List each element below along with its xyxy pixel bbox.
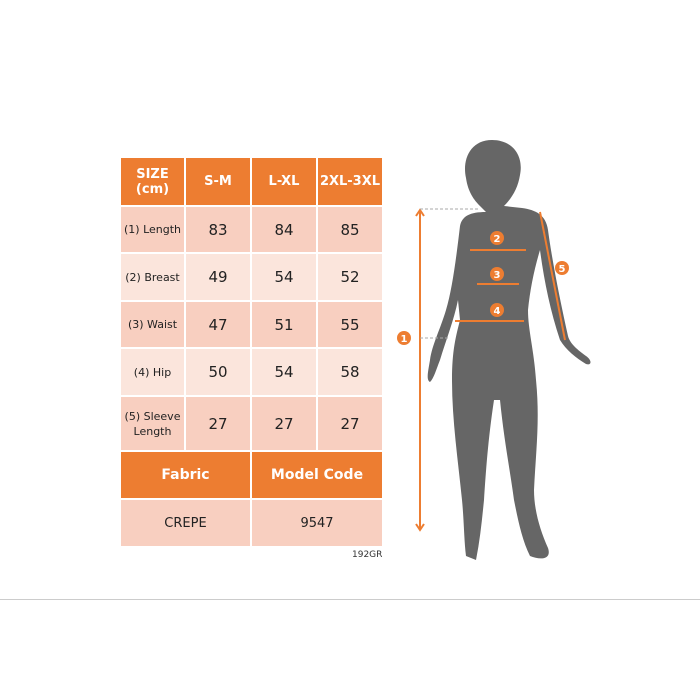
product-code: 192GR	[352, 550, 383, 560]
marker-5: 5	[559, 264, 566, 275]
table-row: (3) Waist 47 51 55	[119, 300, 384, 349]
fabric-row: CREPE 9547	[119, 498, 384, 548]
divider	[0, 599, 700, 600]
marker-3: 3	[494, 270, 501, 281]
marker-badges: 1 2 3 4 5	[397, 231, 569, 345]
cell: 52	[316, 252, 384, 302]
row-label: (1) Length	[119, 205, 186, 254]
cell: 58	[316, 347, 384, 397]
sleeve-arrow	[539, 211, 566, 341]
fabric-header: Fabric	[119, 450, 252, 500]
cell: 47	[184, 300, 252, 349]
cell: 54	[250, 252, 318, 302]
model-code-value: 9547	[250, 498, 384, 548]
cell: 54	[250, 347, 318, 397]
row-label: (4) Hip	[119, 347, 186, 397]
marker-4: 4	[494, 306, 501, 317]
table-row: (1) Length 83 84 85	[119, 205, 384, 254]
size-chart-table: SIZE (cm) S-M L-XL 2XL-3XL (1) Length 83…	[119, 156, 384, 548]
marker-2: 2	[494, 234, 501, 245]
table-row: (2) Breast 49 54 52	[119, 252, 384, 302]
cell: 49	[184, 252, 252, 302]
header-size: SIZE (cm)	[119, 156, 186, 207]
model-code-header: Model Code	[250, 450, 384, 500]
woman-silhouette	[427, 140, 591, 560]
header-l-xl: L-XL	[250, 156, 318, 207]
header-row: SIZE (cm) S-M L-XL 2XL-3XL	[119, 156, 384, 207]
table-row: (4) Hip 50 54 58	[119, 347, 384, 397]
row-label: (2) Breast	[119, 252, 186, 302]
cell: 55	[316, 300, 384, 349]
fabric-value: CREPE	[119, 498, 252, 548]
marker-1: 1	[401, 334, 408, 345]
row-label: (5) Sleeve Length	[119, 395, 186, 452]
cell: 27	[316, 395, 384, 452]
cell: 51	[250, 300, 318, 349]
row-label: (3) Waist	[119, 300, 186, 349]
cell: 50	[184, 347, 252, 397]
table-row: (5) Sleeve Length 27 27 27	[119, 395, 384, 452]
measurement-arrows	[415, 208, 566, 532]
arrow-heads	[415, 208, 425, 532]
cell: 83	[184, 205, 252, 254]
cell: 27	[184, 395, 252, 452]
header-s-m: S-M	[184, 156, 252, 207]
cell: 85	[316, 205, 384, 254]
cell: 84	[250, 205, 318, 254]
cell: 27	[250, 395, 318, 452]
fabric-header-row: Fabric Model Code	[119, 450, 384, 500]
header-2xl-3xl: 2XL-3XL	[316, 156, 384, 207]
